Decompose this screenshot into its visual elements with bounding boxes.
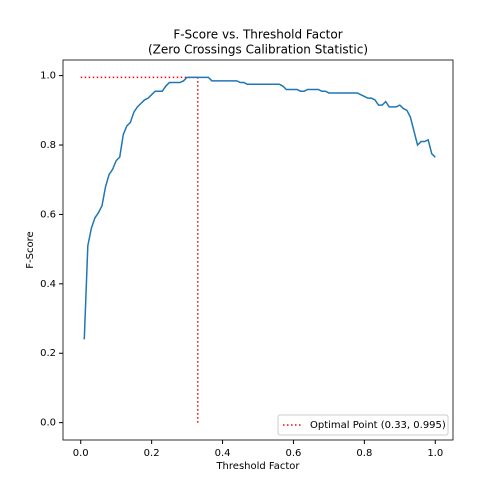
y-tick-label: 0.4 — [40, 279, 56, 290]
x-axis-label: Threshold Factor — [215, 461, 300, 472]
x-tick-label: 1.0 — [427, 448, 443, 459]
y-tick-label: 1.0 — [40, 71, 56, 82]
x-tick-label: 0.2 — [144, 448, 160, 459]
x-tick-label: 0.0 — [73, 448, 89, 459]
data-line — [83, 76, 436, 340]
x-tick-label: 0.4 — [215, 448, 231, 459]
chart-subtitle: (Zero Crossings Calibration Statistic) — [148, 43, 368, 57]
x-tick-label: 0.8 — [356, 448, 372, 459]
chart-title: F-Score vs. Threshold Factor — [173, 28, 342, 42]
y-tick-label: 0.2 — [40, 348, 56, 359]
y-tick-label: 0.8 — [40, 140, 56, 151]
y-tick-label: 0.0 — [40, 418, 56, 429]
x-tick-label: 0.6 — [286, 448, 302, 459]
y-axis-label: F-Score — [25, 231, 36, 268]
legend-label: Optimal Point (0.33, 0.995) — [310, 420, 446, 431]
y-tick-label: 0.6 — [40, 209, 56, 220]
axes-frame — [62, 59, 454, 441]
legend-box — [277, 414, 449, 436]
